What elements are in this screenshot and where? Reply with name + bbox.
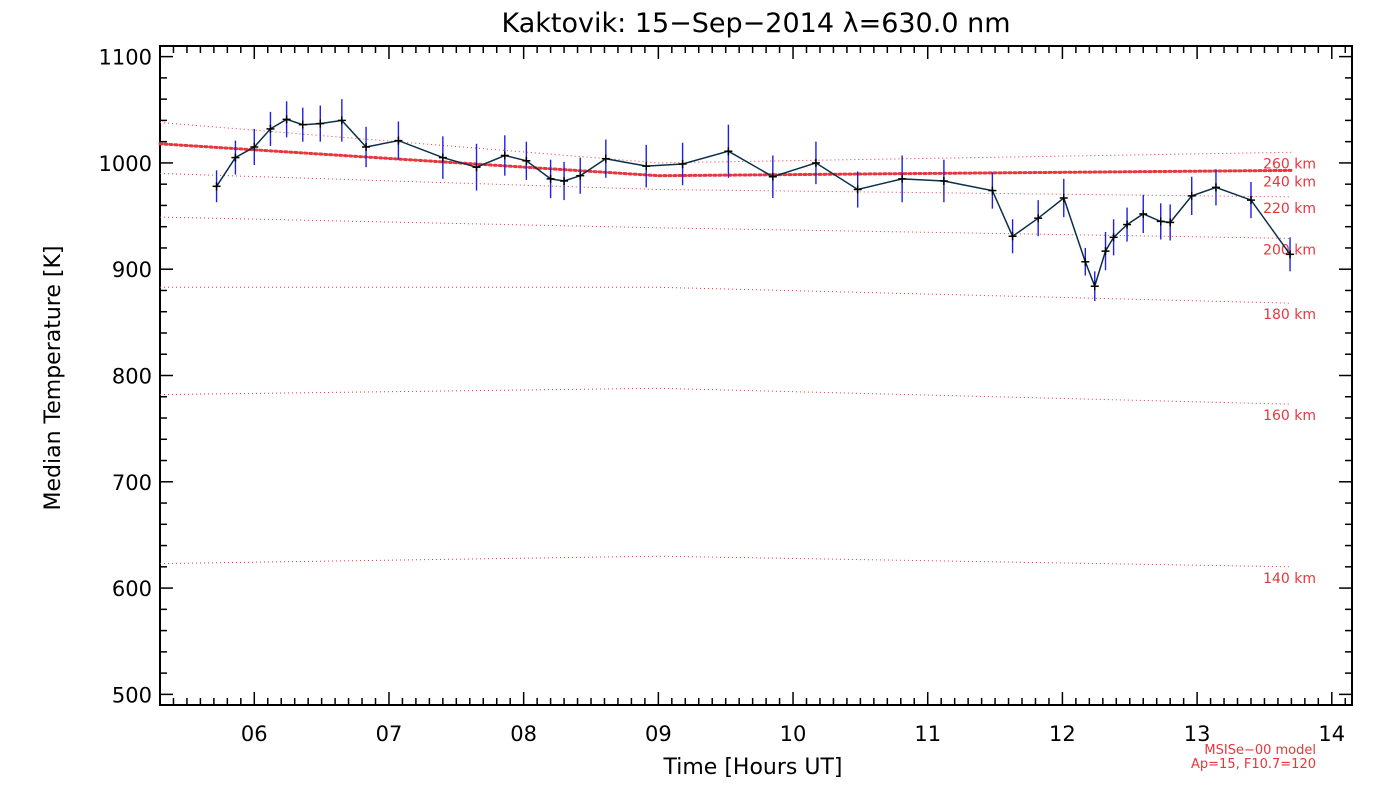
model-curve-140km xyxy=(159,555,1292,568)
model-note-line1: MSISe−00 model xyxy=(1204,743,1316,758)
model-curve-240km xyxy=(158,142,1293,178)
y-tick-label: 800 xyxy=(112,365,152,389)
model-curve-200km xyxy=(159,216,1292,239)
x-tick-label: 07 xyxy=(376,722,403,746)
x-tick-label: 09 xyxy=(645,722,672,746)
y-axis-title: Median Temperature [K] xyxy=(41,246,66,511)
chart-title: Kaktovik: 15−Sep−2014 λ=630.0 nm xyxy=(502,8,1011,39)
series-line xyxy=(215,118,1291,289)
tick-labels: 500 600 700 800 900 1000 1100 06 07 08 09 10 11 12 13 1… xyxy=(99,46,1346,746)
x-tick-label: 06 xyxy=(241,722,268,746)
y-tick-label: 900 xyxy=(112,258,152,282)
model-curve-180km xyxy=(160,286,1292,304)
model-label: 160 km xyxy=(1263,408,1316,424)
data-series xyxy=(212,99,1295,302)
plot-frame xyxy=(159,45,1353,706)
x-tick-label: 14 xyxy=(1318,722,1345,746)
model-note-line2: Ap=15, F10.7=120 xyxy=(1191,757,1316,772)
model-label: 240 km xyxy=(1263,174,1316,190)
x-tick-label: 11 xyxy=(914,722,941,746)
model-label: 260 km xyxy=(1263,156,1316,172)
axes xyxy=(159,45,1353,706)
model-curve-260km xyxy=(159,122,1292,164)
model-label: 180 km xyxy=(1263,307,1316,323)
x-tick-label: 08 xyxy=(510,722,537,746)
y-tick-label: 700 xyxy=(112,471,152,495)
x-tick-label: 13 xyxy=(1184,722,1211,746)
x-axis-title: Time [Hours UT] xyxy=(663,755,843,780)
model-curve-220km xyxy=(159,173,1292,198)
y-tick-label: 1000 xyxy=(99,152,152,176)
model-label: 220 km xyxy=(1263,201,1316,217)
model-label: 140 km xyxy=(1263,571,1316,587)
x-tick-label: 12 xyxy=(1049,722,1076,746)
y-tick-label: 500 xyxy=(112,683,152,707)
y-tick-label: 1100 xyxy=(99,46,152,70)
y-tick-label: 600 xyxy=(112,577,152,601)
x-tick-label: 10 xyxy=(780,722,807,746)
model-curve-160km xyxy=(159,387,1292,405)
